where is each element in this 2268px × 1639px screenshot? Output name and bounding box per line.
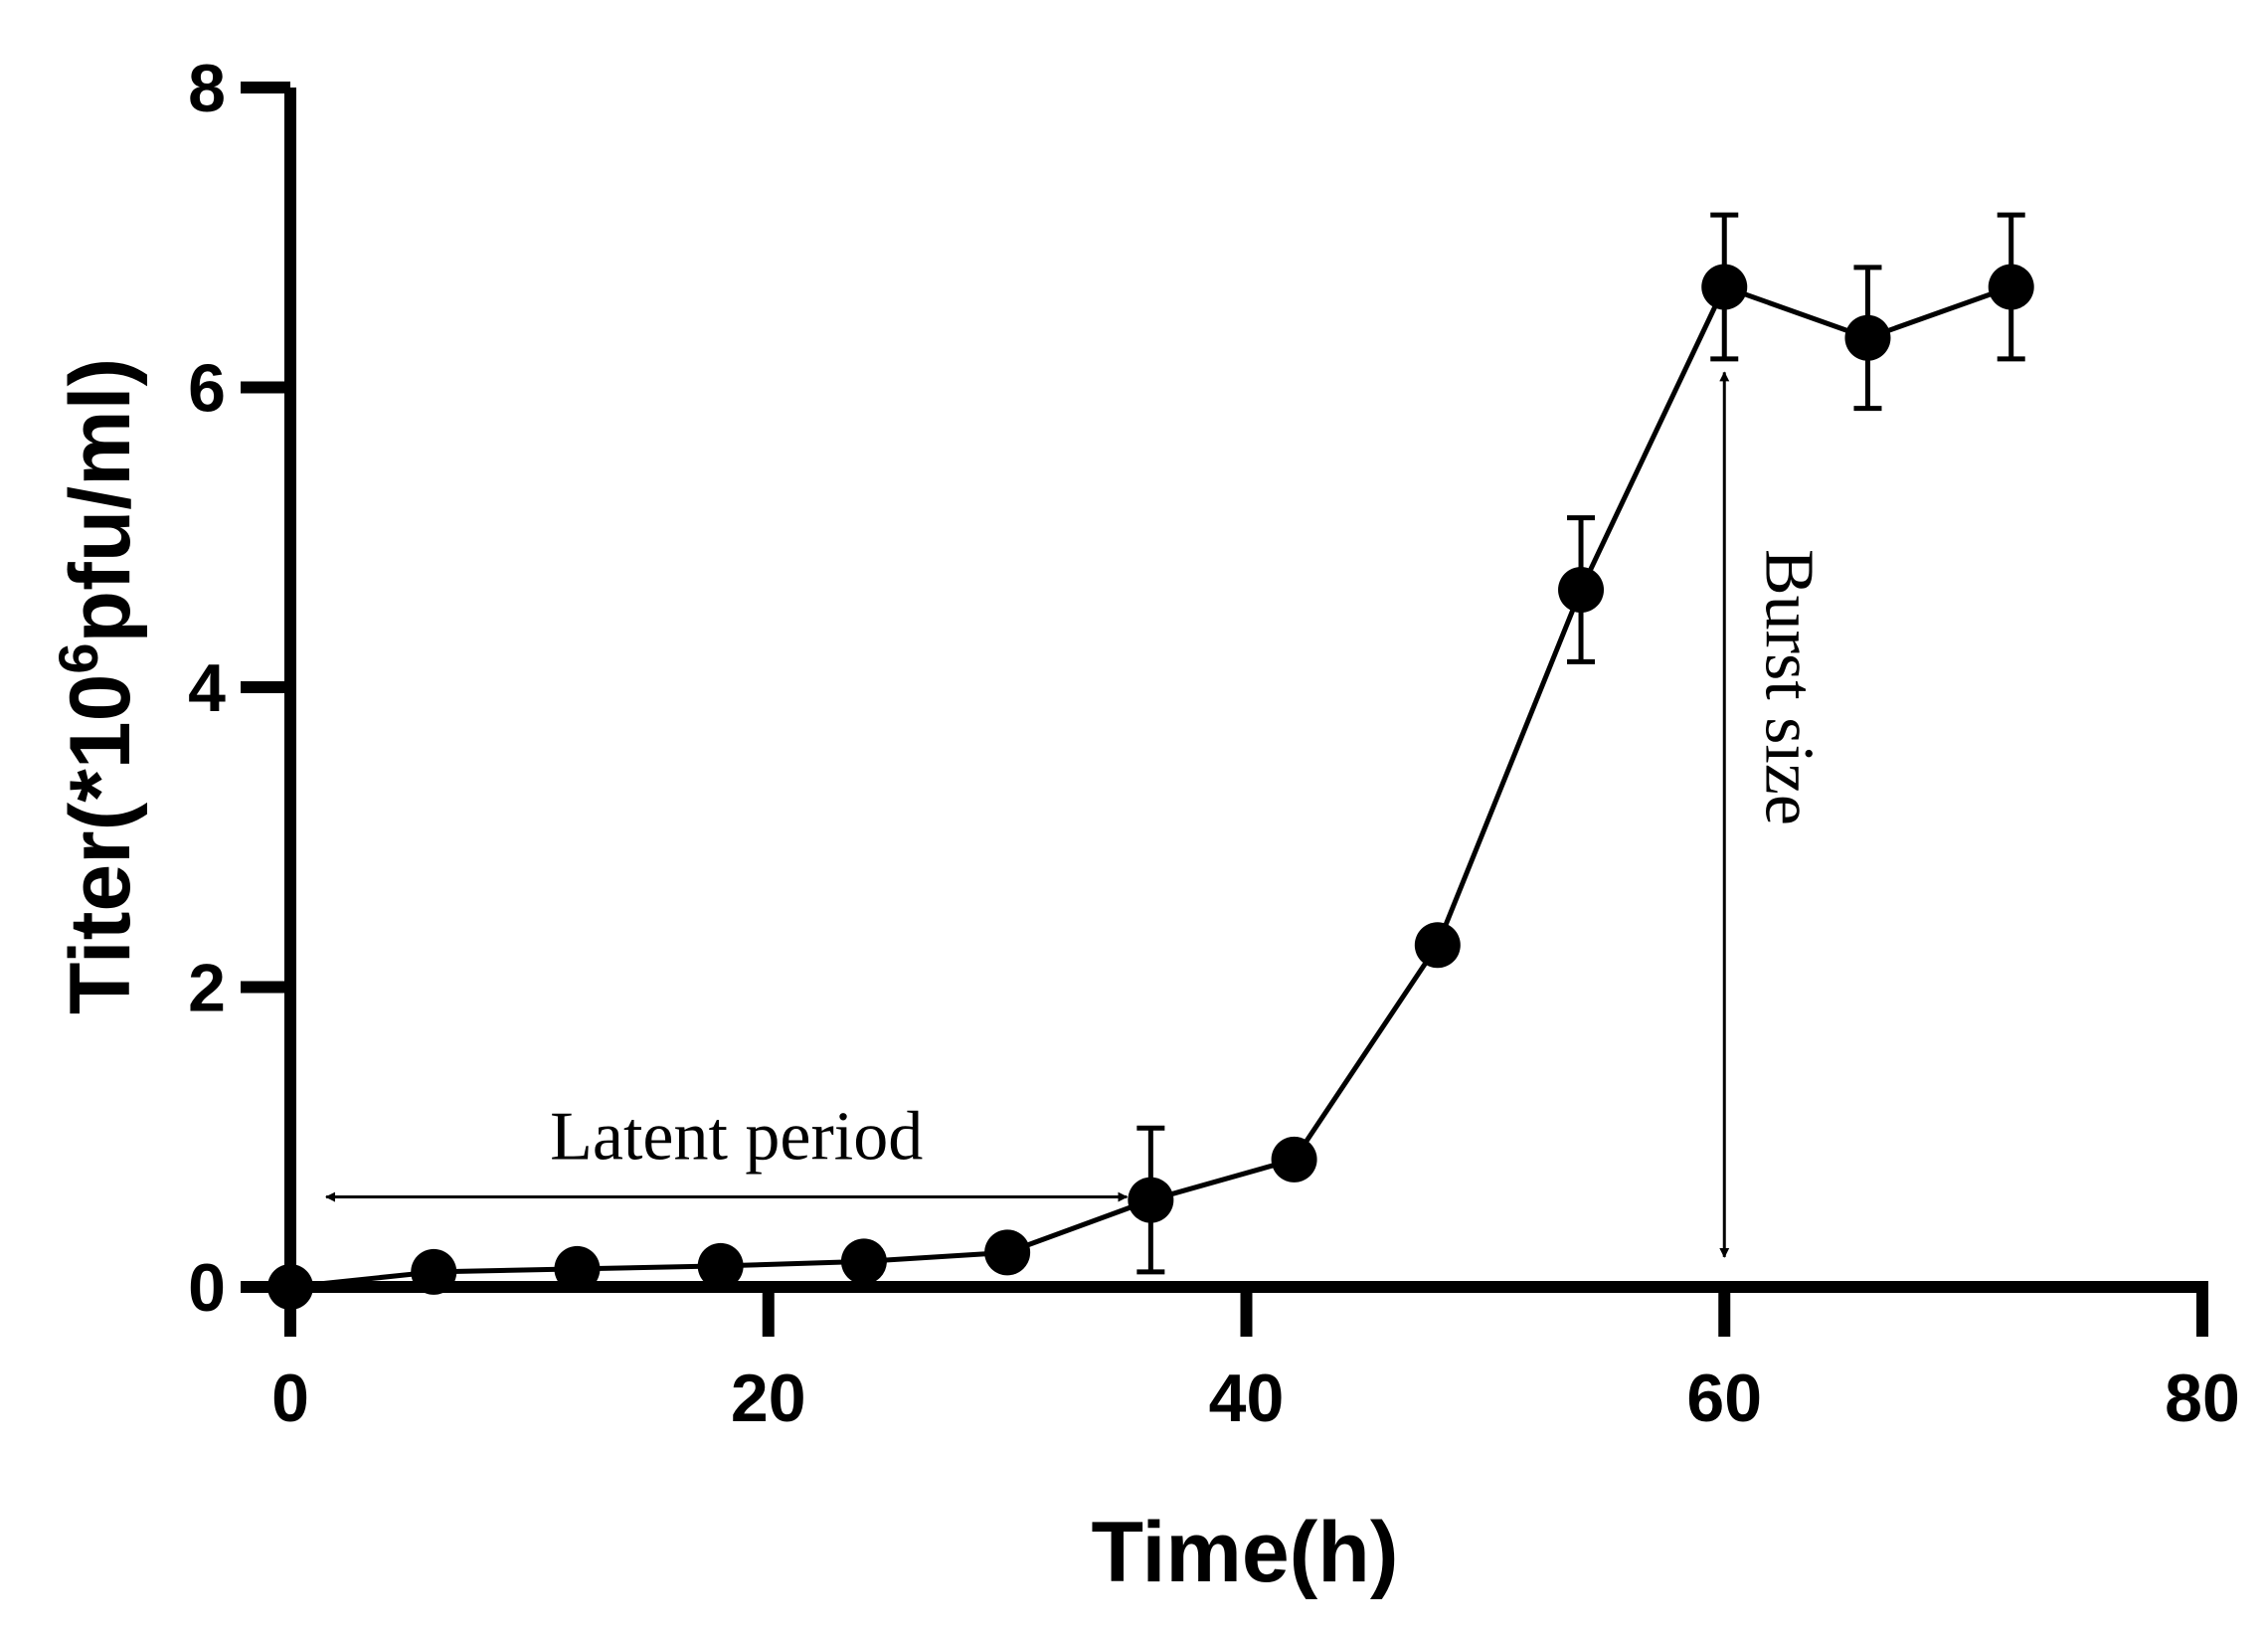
data-series [267,212,2034,1310]
data-point [267,1264,313,1310]
data-point [1558,567,1605,614]
data-point [697,1242,744,1289]
y-tick-label: 0 [188,1250,226,1326]
x-tick-label: 20 [731,1361,806,1436]
data-point [984,1229,1031,1276]
data-point [1988,264,2034,310]
y-axis-ticks: 0 2 4 6 8 [188,51,290,1326]
latent-period-label: Latent period [550,1099,923,1176]
data-point [411,1248,457,1295]
x-tick-label: 60 [1686,1361,1762,1436]
y-axis-title-prefix: Titer(*10 [53,674,148,1015]
x-axis-title: Time(h) [1092,1505,1399,1600]
data-point [1128,1177,1174,1223]
y-tick-label: 2 [188,951,226,1026]
y-axis-title-suffix: pfu/ml) [53,358,148,643]
x-tick-label: 40 [1209,1361,1285,1436]
y-axis-title-superscript: 6 [47,642,109,673]
y-axis-title: Titer(*106pfu/ml) [47,358,148,1014]
x-tick-label: 0 [271,1361,309,1436]
data-point [840,1238,887,1285]
burst-size-label: Burst size [1750,549,1827,825]
x-tick-label: 80 [2165,1361,2240,1436]
data-point [1414,922,1461,969]
data-point [1701,264,1748,310]
y-tick-label: 8 [188,51,226,126]
x-axis-ticks: 0 20 40 60 80 [271,1287,2240,1436]
data-point [554,1245,601,1292]
annotations: Latent period Burst size [325,371,1827,1258]
data-point [1271,1136,1317,1183]
y-tick-label: 4 [188,650,226,726]
data-point [1844,314,1891,361]
y-tick-label: 6 [188,351,226,427]
